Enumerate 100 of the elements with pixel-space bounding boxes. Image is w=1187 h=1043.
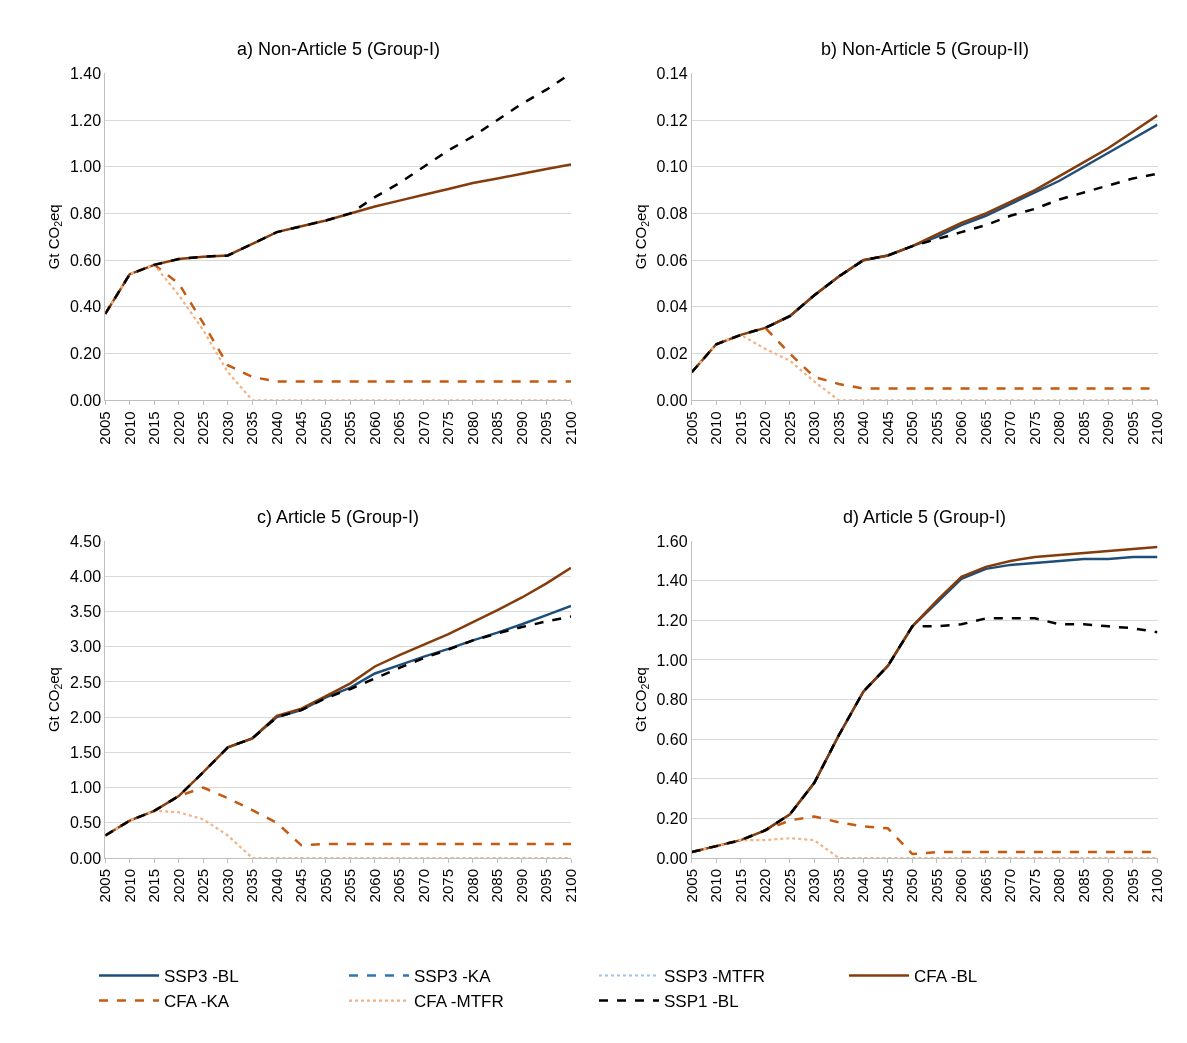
x-tick-label: 2040: [854, 411, 872, 445]
y-tick-label: 0.80: [656, 691, 688, 709]
legend-label: CFA -MTFR: [414, 992, 504, 1012]
x-tick-label: 2025: [780, 411, 798, 445]
x-tick-label: 2085: [488, 411, 506, 445]
y-tick-label: 1.50: [69, 743, 102, 761]
x-tick-label: 2005: [96, 411, 114, 445]
x-tick-label: 2050: [903, 411, 921, 445]
x-tick-label: 2060: [952, 869, 970, 903]
x-tick-label: 2025: [780, 869, 798, 903]
y-tick-label: 1.40: [69, 64, 102, 82]
x-tick-label: 2005: [682, 869, 700, 903]
y-tick-label: 0.12: [656, 111, 688, 129]
x-tick-label: 2035: [243, 869, 261, 903]
x-tick-label: 2095: [537, 411, 555, 445]
y-tick-label: 4.00: [69, 567, 102, 585]
y-tick-label: 0.00: [656, 391, 688, 409]
x-tick-label: 2055: [341, 869, 359, 903]
y-tick-label: 0.00: [656, 849, 688, 867]
x-tick-label: 2070: [414, 869, 432, 903]
x-tick-label: 2100: [561, 869, 579, 903]
x-tick-label: 2055: [341, 411, 359, 445]
x-tick-label: 2030: [218, 869, 236, 903]
y-tick-label: 3.50: [69, 603, 102, 621]
y-tick-label: 0.60: [656, 730, 688, 748]
x-tick-label: 2015: [145, 411, 163, 445]
y-tick-label: 0.50: [69, 814, 102, 832]
x-tick-label: 2050: [903, 869, 921, 903]
legend-label: SSP1 -BL: [664, 992, 739, 1012]
y-tick-label: 0.60: [69, 251, 102, 269]
x-tick-label: 2020: [169, 869, 187, 903]
x-tick-label: 2035: [829, 869, 847, 903]
y-tick-label: 0.40: [69, 298, 102, 316]
y-tick-label: 4.50: [69, 532, 102, 550]
x-tick-label: 2085: [1074, 869, 1092, 903]
x-tick-label: 2045: [292, 869, 310, 903]
x-tick-label: 2090: [512, 869, 530, 903]
x-tick-label: 2060: [952, 411, 970, 445]
y-tick-label: 0.14: [656, 64, 688, 82]
x-tick-label: 2075: [439, 869, 457, 903]
x-tick-label: 2045: [878, 411, 896, 445]
y-tick-label: 0.06: [656, 251, 688, 269]
x-tick-label: 2020: [169, 411, 187, 445]
x-tick-label: 2065: [976, 869, 994, 903]
x-tick-label: 2070: [1001, 869, 1019, 903]
x-tick-label: 2035: [243, 411, 261, 445]
y-tick-label: 1.20: [69, 111, 102, 129]
x-tick-label: 2075: [439, 411, 457, 445]
legend-label: SSP3 -MTFR: [664, 967, 766, 987]
y-tick-label: 1.00: [69, 158, 102, 176]
x-tick-label: 2020: [756, 869, 774, 903]
x-tick-label: 2060: [365, 869, 383, 903]
x-tick-label: 2090: [512, 411, 530, 445]
y-tick-label: 2.50: [69, 673, 102, 691]
x-tick-label: 2040: [267, 869, 285, 903]
y-tick-label: 0.10: [656, 158, 688, 176]
chart-title: b) Non-Article 5 (Group-II): [821, 39, 1030, 59]
x-tick-label: 2010: [120, 869, 138, 903]
x-tick-label: 2095: [1123, 411, 1141, 445]
x-tick-label: 2045: [878, 869, 896, 903]
x-tick-label: 2050: [316, 411, 334, 445]
x-tick-label: 2005: [682, 411, 700, 445]
x-tick-label: 2100: [1148, 411, 1166, 445]
y-tick-label: 0.80: [69, 205, 102, 223]
x-tick-label: 2100: [1148, 869, 1166, 903]
x-tick-label: 2055: [927, 869, 945, 903]
y-tick-label: 0.20: [69, 345, 102, 363]
x-tick-label: 2070: [1001, 411, 1019, 445]
x-tick-label: 2030: [218, 411, 236, 445]
y-tick-label: 0.02: [656, 345, 688, 363]
legend-label: SSP3 -BL: [164, 967, 239, 987]
x-tick-label: 2010: [120, 411, 138, 445]
x-tick-label: 2100: [561, 411, 579, 445]
legend-label: CFA -KA: [164, 992, 230, 1012]
x-tick-label: 2060: [365, 411, 383, 445]
chart-title: a) Non-Article 5 (Group-I): [237, 39, 441, 59]
legend-label: CFA -BL: [914, 967, 978, 987]
y-tick-label: 0.08: [656, 205, 688, 223]
x-tick-label: 2080: [463, 411, 481, 445]
y-tick-label: 3.00: [69, 638, 102, 656]
x-tick-label: 2085: [488, 869, 506, 903]
legend-label: SSP3 -KA: [414, 967, 492, 987]
x-tick-label: 2040: [854, 869, 872, 903]
x-tick-label: 2080: [1050, 869, 1068, 903]
x-tick-label: 2080: [1050, 411, 1068, 445]
x-tick-label: 2070: [414, 411, 432, 445]
x-tick-label: 2005: [96, 869, 114, 903]
x-tick-label: 2035: [829, 411, 847, 445]
x-tick-label: 2040: [267, 411, 285, 445]
y-tick-label: 2.00: [69, 708, 102, 726]
x-tick-label: 2015: [731, 869, 749, 903]
x-tick-label: 2010: [707, 869, 725, 903]
x-tick-label: 2080: [463, 869, 481, 903]
x-tick-label: 2095: [1123, 869, 1141, 903]
x-tick-label: 2015: [731, 411, 749, 445]
x-tick-label: 2025: [194, 411, 212, 445]
y-tick-label: 0.00: [69, 391, 102, 409]
x-tick-label: 2065: [390, 869, 408, 903]
x-tick-label: 2055: [927, 411, 945, 445]
y-tick-label: 0.40: [656, 770, 688, 788]
